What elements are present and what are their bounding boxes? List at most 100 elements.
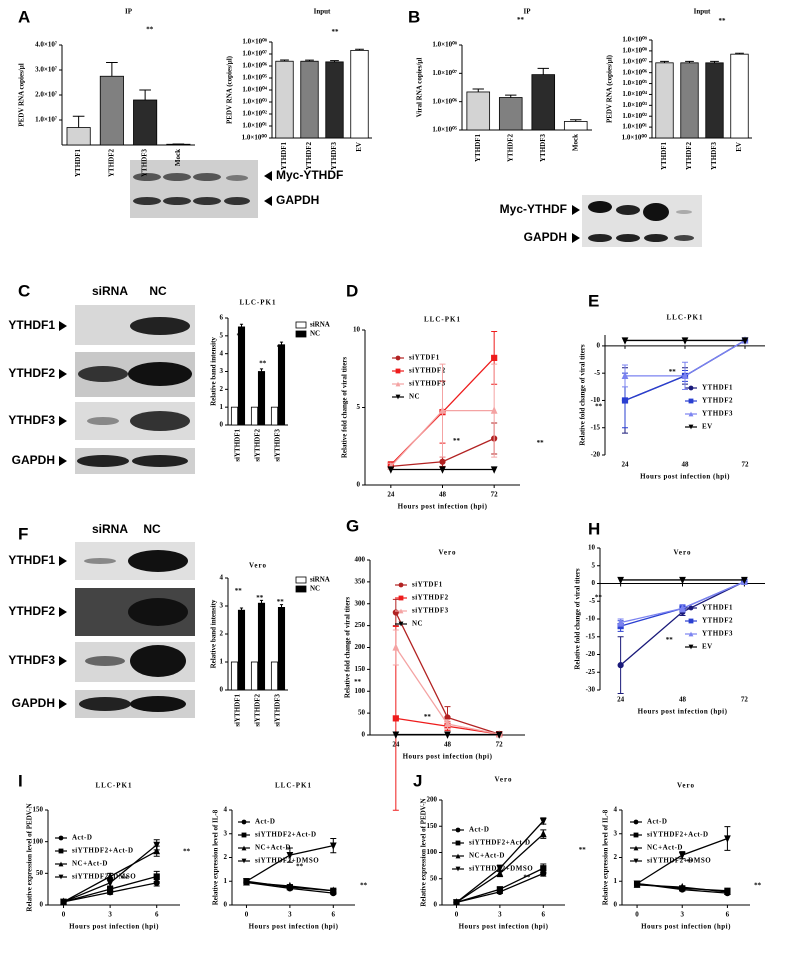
legend-marker bbox=[688, 631, 694, 637]
chart-title: Input bbox=[314, 8, 331, 16]
marker bbox=[679, 604, 686, 612]
x-tick-label: 3 bbox=[498, 911, 502, 919]
marker bbox=[621, 337, 629, 345]
y-tick-label: -10 bbox=[586, 615, 596, 623]
significance-label: ** bbox=[259, 360, 267, 368]
x-tick-label: 6 bbox=[155, 911, 159, 919]
significance-label: ** bbox=[719, 17, 727, 25]
x-axis-label: Hours post infection (hpi) bbox=[640, 473, 730, 481]
legend-marker bbox=[398, 621, 404, 627]
significance-label: ** bbox=[256, 594, 264, 602]
y-axis-label: PEDV RNA copies/μl bbox=[18, 63, 26, 126]
marker bbox=[496, 886, 503, 893]
legend-label: YTHDF2 bbox=[702, 397, 733, 405]
marker bbox=[153, 846, 161, 855]
blot-label: GAPDH bbox=[12, 453, 55, 467]
y-tick-label: -5 bbox=[589, 597, 595, 605]
legend-label: siYTHDF2+Act-D bbox=[469, 839, 531, 847]
legend-marker bbox=[241, 858, 247, 864]
error-bar bbox=[305, 59, 314, 62]
x-axis-label: Hours post infection (hpi) bbox=[249, 923, 339, 931]
x-axis-label: Hours post infection (hpi) bbox=[459, 923, 549, 931]
y-tick-label: 0 bbox=[40, 901, 44, 909]
y-tick-label: 1.0×10⁰² bbox=[242, 110, 267, 118]
blot-label: GAPDH bbox=[12, 696, 55, 710]
chart-title: LLC-PK1 bbox=[424, 316, 461, 324]
marker bbox=[392, 643, 400, 651]
legend-label: siYTHDF2 bbox=[412, 594, 449, 602]
legend-label: siYTHDF3 bbox=[409, 380, 446, 388]
x-tick-label: 72 bbox=[496, 741, 504, 749]
y-tick-label: 1.0×10⁰⁵ bbox=[622, 79, 647, 87]
marker bbox=[621, 371, 629, 380]
legend-marker bbox=[241, 845, 247, 851]
panel-label: A bbox=[18, 7, 30, 26]
legend-marker bbox=[398, 582, 404, 588]
legend-marker bbox=[398, 595, 404, 601]
y-tick-label: 1 bbox=[220, 658, 224, 666]
marker bbox=[496, 869, 504, 877]
panel-label: J bbox=[413, 771, 422, 790]
panel-label: D bbox=[346, 281, 358, 300]
panel-label: C bbox=[18, 281, 30, 300]
legend-label: siRNA bbox=[310, 321, 330, 329]
y-axis-label: Relative fold change of viral titers bbox=[341, 357, 349, 459]
error-bar bbox=[355, 48, 364, 51]
blot-label: Myc-YTHDF bbox=[500, 202, 567, 216]
x-tick-label: siYTHDF2 bbox=[254, 429, 262, 462]
y-tick-label: 1.0×10⁰⁵ bbox=[242, 74, 267, 82]
legend-label: NC+Act-D bbox=[469, 852, 505, 860]
x-tick-label: YTHDF1 bbox=[474, 134, 482, 163]
y-tick-label: 4 bbox=[220, 349, 224, 357]
marker bbox=[392, 715, 399, 722]
panel-label: G bbox=[346, 516, 359, 535]
y-tick-label: 100 bbox=[427, 848, 438, 856]
bar bbox=[66, 127, 91, 146]
x-tick-label: 3 bbox=[288, 911, 292, 919]
blot-label: YTHDF3 bbox=[8, 413, 55, 427]
legend-label: Act-D bbox=[647, 818, 667, 826]
error-bar bbox=[660, 60, 669, 63]
y-tick-label: -25 bbox=[586, 668, 596, 676]
chart-title: Input bbox=[694, 8, 711, 16]
bar bbox=[277, 607, 286, 691]
x-tick-label: siYTHDF2 bbox=[254, 694, 262, 727]
x-tick-label: 48 bbox=[444, 741, 452, 749]
y-tick-label: 0 bbox=[357, 481, 361, 489]
y-axis-label: Relative band intensity bbox=[210, 599, 218, 668]
x-axis-label: Hours post infection (hpi) bbox=[398, 503, 488, 511]
x-axis-label: Hours post infection (hpi) bbox=[403, 753, 493, 761]
significance-label: ** bbox=[666, 636, 674, 644]
western-blot bbox=[59, 542, 195, 718]
legend-label: EV bbox=[702, 423, 713, 431]
y-tick-label: 100 bbox=[355, 687, 366, 695]
legend-label: siYTHDF3 bbox=[412, 607, 449, 615]
legend-marker bbox=[395, 381, 401, 387]
legend-label: YTHDF2 bbox=[702, 617, 733, 625]
legend-swatch bbox=[295, 330, 307, 338]
bar bbox=[531, 74, 556, 131]
legend-marker bbox=[455, 853, 461, 859]
y-tick-label: 100 bbox=[33, 837, 44, 845]
significance-label: ** bbox=[523, 873, 531, 881]
blot-column-label: NC bbox=[143, 522, 161, 536]
x-tick-label: siYTHDF1 bbox=[234, 429, 242, 462]
marker bbox=[617, 576, 625, 585]
y-tick-label: -15 bbox=[591, 423, 601, 431]
significance-label: ** bbox=[595, 403, 603, 411]
marker bbox=[444, 731, 451, 739]
y-tick-label: 1.0×10⁰⁷ bbox=[622, 57, 647, 65]
y-tick-label: 0 bbox=[597, 342, 601, 350]
significance-label: ** bbox=[235, 587, 243, 595]
y-tick-label: 6 bbox=[220, 314, 224, 322]
error-bar bbox=[106, 62, 118, 77]
legend-label: YTHDF3 bbox=[702, 410, 733, 418]
blot-column-label: siRNA bbox=[92, 284, 128, 298]
marker bbox=[540, 865, 547, 872]
marker bbox=[392, 731, 400, 739]
x-tick-label: EV bbox=[355, 142, 363, 152]
legend-swatch bbox=[295, 576, 307, 584]
marker bbox=[439, 466, 446, 474]
significance-label: ** bbox=[595, 593, 603, 601]
